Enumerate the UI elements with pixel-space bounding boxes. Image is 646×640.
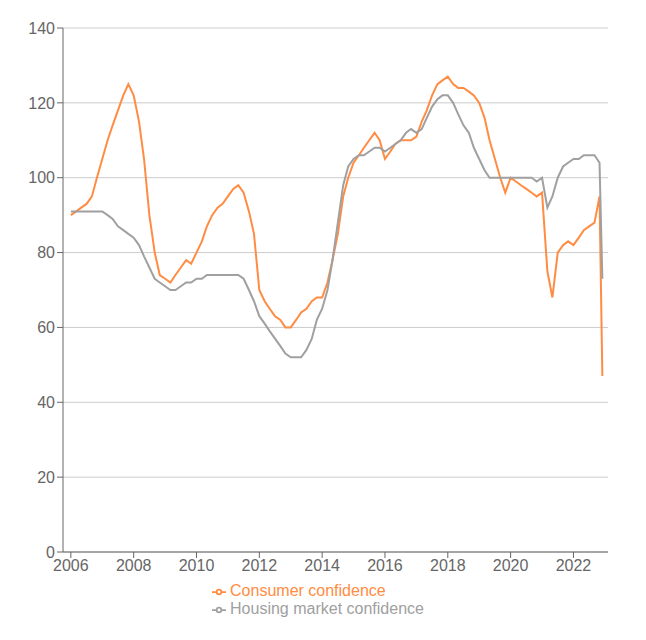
svg-text:0: 0 <box>46 544 55 561</box>
svg-text:2022: 2022 <box>556 557 592 574</box>
svg-text:80: 80 <box>37 244 55 261</box>
svg-text:100: 100 <box>28 169 55 186</box>
html-text:Consumer confidence: Consumer confidence <box>230 582 386 599</box>
svg-text:2012: 2012 <box>242 557 278 574</box>
svg-text:20: 20 <box>37 469 55 486</box>
svg-text:40: 40 <box>37 394 55 411</box>
html-text:Housing market confidence: Housing market confidence <box>230 600 424 617</box>
svg-text:2010: 2010 <box>179 557 215 574</box>
svg-text:2014: 2014 <box>304 557 340 574</box>
svg-text:60: 60 <box>37 319 55 336</box>
svg-text:140: 140 <box>28 20 55 37</box>
svg-text:2020: 2020 <box>493 557 529 574</box>
svg-text:120: 120 <box>28 95 55 112</box>
svg-text:2018: 2018 <box>430 557 466 574</box>
svg-text:2006: 2006 <box>53 557 89 574</box>
svg-text:2008: 2008 <box>116 557 152 574</box>
svg-text:2016: 2016 <box>367 557 403 574</box>
